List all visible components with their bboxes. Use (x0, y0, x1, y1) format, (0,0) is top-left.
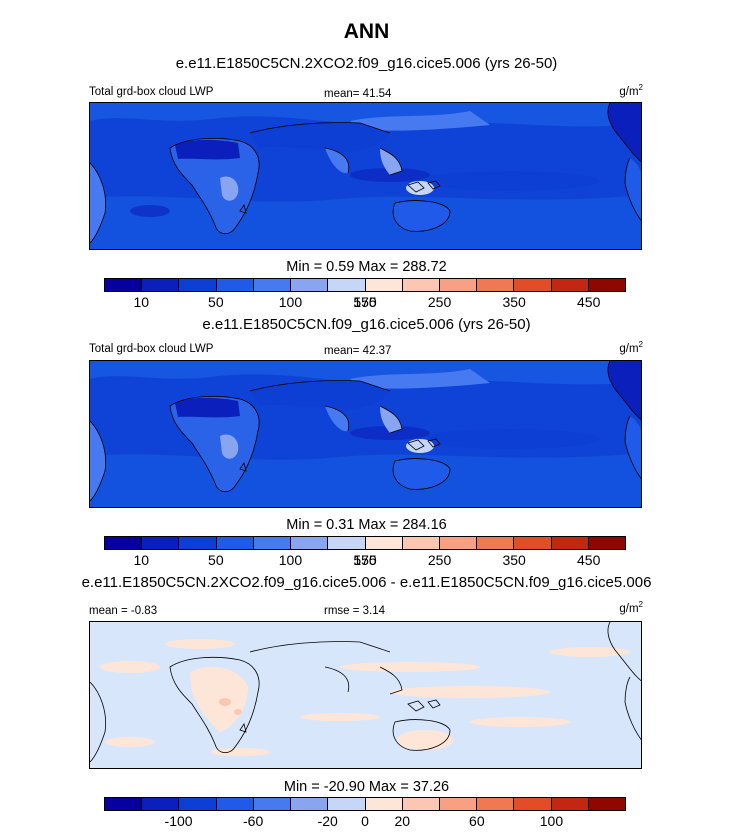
panel-1-case-title: e.e11.E1850C5CN.2XCO2.f09_g16.cice5.006 … (175, 55, 558, 72)
colorbar-tick-label: 550 (353, 552, 377, 568)
colorbar-swatch (105, 798, 143, 810)
panel-2-map (89, 360, 642, 508)
colorbar-tick-label: -60 (243, 813, 264, 829)
colorbar-swatch (402, 798, 440, 810)
colorbar-swatch (253, 537, 292, 549)
colorbar-swatch (142, 537, 180, 549)
panel-1-minmax: Min = 0.59 Max = 288.72 (286, 259, 447, 275)
panel-2-units-label: g/m2 (619, 340, 643, 355)
colorbar-swatch (551, 279, 589, 291)
colorbar-tick-label: 450 (577, 294, 601, 310)
colorbar-swatch (216, 279, 254, 291)
colorbar-swatch (477, 279, 515, 291)
colorbar-tick-label: 100 (278, 294, 303, 310)
colorbar-swatch (551, 798, 589, 810)
panel-3-mean-label: mean = -0.83 (89, 605, 158, 617)
colorbar-swatch (291, 537, 329, 549)
colorbar-swatch (439, 537, 478, 549)
colorbar-swatch (365, 537, 403, 549)
colorbar-tick-label: 60 (469, 813, 485, 829)
panel-3-colorbar (104, 797, 626, 811)
colorbar-tick-label: 10 (133, 294, 150, 310)
colorbar-swatch (365, 798, 403, 810)
colorbar-swatch (216, 798, 254, 810)
panel-2-mean-label: mean= 42.37 (324, 345, 392, 357)
colorbar-tick-label: -100 (164, 813, 193, 829)
colorbar-swatch (216, 537, 254, 549)
colorbar-swatch (291, 279, 329, 291)
panel-2-colorbar-ticks: 10 50 100 175 250 350 450 550 (104, 552, 626, 570)
colorbar-tick-label: 100 (539, 813, 564, 829)
colorbar-swatch (439, 279, 478, 291)
colorbar-swatch (588, 798, 626, 810)
colorbar-tick-label: 350 (502, 552, 526, 568)
colorbar-swatch (328, 279, 366, 291)
colorbar-tick-label: 450 (577, 552, 601, 568)
panel-1-colorbar-ticks: 10 50 100 175 250 350 450 550 (104, 294, 626, 312)
colorbar-swatch (477, 798, 515, 810)
colorbar-swatch (253, 798, 292, 810)
panel-2-colorbar (104, 536, 626, 550)
colorbar-tick-label: 100 (278, 552, 303, 568)
colorbar-swatch (179, 798, 217, 810)
colorbar-tick-label: 0 (361, 813, 369, 829)
panel-2-case-title: e.e11.E1850C5CN.f09_g16.cice5.006 (yrs 2… (202, 316, 531, 333)
panel-1-units-label: g/m2 (619, 83, 643, 98)
colorbar-tick-label: 20 (394, 813, 411, 829)
colorbar-swatch (588, 279, 626, 291)
colorbar-tick-label: 250 (427, 552, 452, 568)
colorbar-swatch (105, 537, 143, 549)
colorbar-tick-label: 250 (427, 294, 452, 310)
panel-1-variable-label: Total grd-box cloud LWP (89, 86, 214, 98)
colorbar-tick-label: 10 (133, 552, 150, 568)
colorbar-swatch (179, 537, 217, 549)
colorbar-tick-label: 550 (353, 294, 377, 310)
panel-1-map (89, 102, 642, 250)
colorbar-swatch (142, 798, 180, 810)
colorbar-tick-label: 350 (502, 294, 526, 310)
panel-1-mean-label: mean= 41.54 (324, 88, 392, 100)
colorbar-swatch (402, 279, 440, 291)
colorbar-swatch (514, 279, 552, 291)
colorbar-tick-label: 50 (208, 294, 224, 310)
panel-3-rmse-label: rmse = 3.14 (324, 605, 386, 617)
panel-2-minmax: Min = 0.31 Max = 284.16 (286, 517, 447, 533)
panel-3-colorbar-ticks: -100 -60 -20 0 20 60 100 (104, 813, 626, 831)
colorbar-tick-label: 175 (353, 294, 377, 310)
panel-1-colorbar (104, 278, 626, 292)
colorbar-swatch (477, 537, 515, 549)
panel-3-units-label: g/m2 (619, 600, 643, 615)
colorbar-swatch (328, 537, 366, 549)
colorbar-swatch (365, 279, 403, 291)
panel-3-minmax: Min = -20.90 Max = 37.26 (283, 779, 450, 795)
colorbar-swatch (514, 537, 552, 549)
colorbar-swatch (105, 279, 143, 291)
colorbar-tick-label: -20 (317, 813, 338, 829)
colorbar-swatch (514, 798, 552, 810)
colorbar-swatch (142, 279, 180, 291)
colorbar-swatch (439, 798, 478, 810)
colorbar-swatch (551, 537, 589, 549)
panel-3-map (89, 621, 642, 769)
colorbar-swatch (179, 279, 217, 291)
colorbar-swatch (253, 279, 292, 291)
colorbar-tick-label: 175 (353, 552, 377, 568)
colorbar-swatch (291, 798, 329, 810)
colorbar-swatch (588, 537, 626, 549)
panel-2-variable-label: Total grd-box cloud LWP (89, 343, 214, 355)
colorbar-tick-label: 50 (208, 552, 224, 568)
colorbar-swatch (402, 537, 440, 549)
panel-3-case-title: e.e11.E1850C5CN.2XCO2.f09_g16.cice5.006 … (81, 574, 652, 591)
colorbar-swatch (328, 798, 366, 810)
figure-title: ANN (343, 20, 390, 43)
